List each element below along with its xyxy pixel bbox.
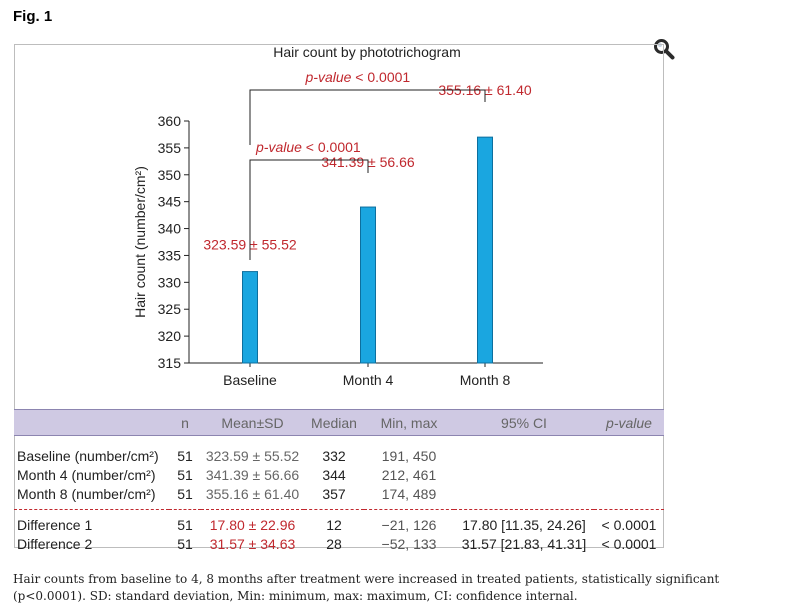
row-ci [454,436,594,466]
table-row: Difference 1 51 17.80 ± 22.96 12 −21, 12… [14,509,664,534]
figure-caption: Hair counts from baseline to 4, 8 months… [13,572,720,603]
row-label: Difference 2 [17,535,93,552]
plot-area: 315 320 325 330 335 340 345 350 355 360 Baseline Mo… [158,69,543,388]
row-n: 51 [177,447,193,464]
row-mean-sd: 31.57 ± 34.63 [209,535,296,552]
row-median: 12 [304,509,364,534]
header-p-value: p-value [594,409,664,436]
header-ci: 95% CI [454,409,594,436]
bar [477,136,493,364]
row-min-max: 174, 489 [381,485,437,502]
y-axis-label-group: Hair count (number/cm²) [132,166,148,318]
row-ci [454,465,594,484]
row-p-value [594,484,664,510]
bar-chart: Hair count by phototrichogram Hair count… [132,45,543,388]
y-tick-label: 315 [158,355,182,371]
significance-label: p-value < 0.0001 [305,69,411,85]
x-tick-label: Month 8 [460,372,511,388]
row-label: Difference 1 [14,509,169,534]
significance-bracket [249,89,486,145]
row-label: Month 8 (number/cm²) [17,485,156,502]
row-min-max: −21, 126 [364,509,454,534]
y-tick-label: 345 [158,194,182,210]
row-label: Month 4 (number/cm²) [17,466,156,483]
table-header-row: n Mean±SD Median Min, max 95% CI p-value [14,409,664,436]
row-n: 51 [177,466,193,483]
header-label [14,409,169,436]
table-row: Difference 2 51 31.57 ± 34.63 28 −52, 13… [14,534,664,553]
magnifier-icon[interactable] [653,38,675,60]
y-tick-label: 350 [158,167,182,183]
row-median: 344 [322,466,346,483]
row-n: 51 [177,485,193,502]
row-min-max: −52, 133 [381,535,437,552]
row-p-value [594,436,664,466]
y-tick-label: 320 [158,328,182,344]
chart-title: Hair count by phototrichogram [273,45,461,60]
x-tick-label: Baseline [223,372,277,388]
row-label: Baseline (number/cm²) [17,447,159,464]
significance-label: p-value < 0.0001 [255,139,361,155]
row-p-value: < 0.0001 [594,509,664,534]
row-n: 51 [169,509,201,534]
table-row: Baseline (number/cm²) 51 323.59 ± 55.52 … [14,436,664,466]
row-median: 332 [322,447,346,464]
y-tick-label: 330 [158,274,182,290]
row-p-value [594,465,664,484]
figure-frame: Hair count by phototrichogram Hair count… [14,44,664,548]
summary-table: n Mean±SD Median Min, max 95% CI p-value… [14,409,664,553]
row-mean-sd: 323.59 ± 55.52 [205,447,300,464]
table-row: Month 8 (number/cm²) 51 355.16 ± 61.40 3… [14,484,664,510]
row-mean-sd: 17.80 ± 22.96 [201,509,304,534]
y-axis-label: Hair count (number/cm²) [132,166,148,318]
header-n: n [169,409,201,436]
header-mean-sd: Mean±SD [201,409,304,436]
y-tick-label: 340 [158,221,182,237]
row-median: 357 [322,485,346,502]
row-min-max: 212, 461 [381,466,437,483]
significance-bracket [249,159,369,260]
y-tick-label: 355 [158,140,182,156]
y-tick-label: 325 [158,301,182,317]
row-p-value: < 0.0001 [601,535,657,552]
row-mean-sd: 341.39 ± 56.66 [205,466,300,483]
row-ci [454,484,594,510]
figure-label: Fig. 1 [13,8,53,25]
x-tick-label: Month 4 [343,372,394,388]
bar [360,206,376,364]
row-ci: 17.80 [11.35, 24.26] [454,509,594,534]
row-ci: 31.57 [21.83, 41.31] [461,535,587,552]
y-tick-label: 360 [158,113,182,129]
bar [242,271,258,364]
header-median: Median [304,409,364,436]
row-n: 51 [177,535,193,552]
table-row: Month 4 (number/cm²) 51 341.39 ± 56.66 3… [14,465,664,484]
row-min-max: 191, 450 [381,447,437,464]
row-mean-sd: 355.16 ± 61.40 [205,485,300,502]
y-tick-label: 335 [158,247,182,263]
header-min-max: Min, max [364,409,454,436]
row-median: 28 [326,535,342,552]
